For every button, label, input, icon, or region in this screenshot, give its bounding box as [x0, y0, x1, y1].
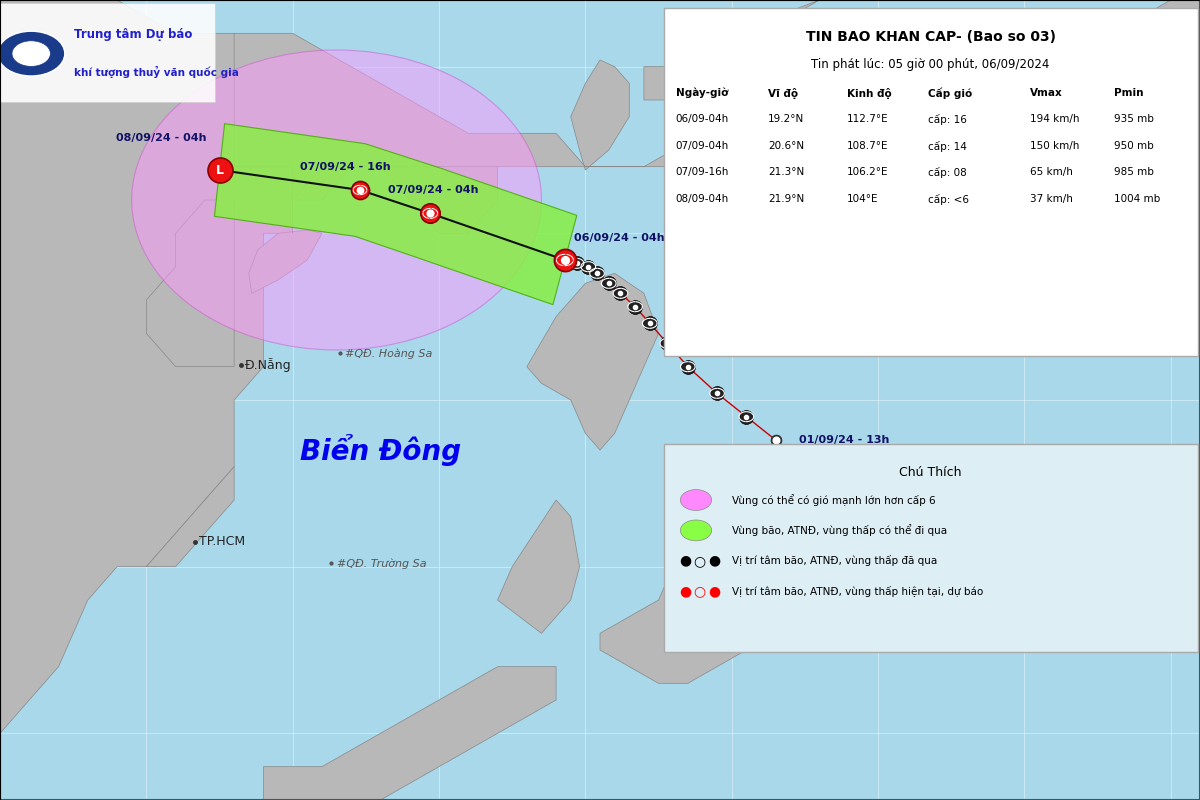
- Text: 07/09-16h: 07/09-16h: [676, 167, 728, 177]
- Text: L: L: [216, 163, 223, 177]
- Circle shape: [0, 31, 65, 76]
- Circle shape: [680, 520, 712, 541]
- Text: cấp: 08: cấp: 08: [928, 167, 966, 178]
- Text: 1004 mb: 1004 mb: [1114, 194, 1160, 203]
- Text: 37 km/h: 37 km/h: [1030, 194, 1073, 203]
- Polygon shape: [600, 550, 761, 683]
- Text: cấp: 14: cấp: 14: [928, 141, 966, 152]
- Text: Vùng có thể có gió mạnh lớn hơn cấp 6: Vùng có thể có gió mạnh lớn hơn cấp 6: [732, 494, 936, 506]
- Text: 07/09-04h: 07/09-04h: [676, 141, 728, 150]
- Text: 01/09/24 - 13h: 01/09/24 - 13h: [799, 435, 889, 445]
- Text: 150 km/h: 150 km/h: [1030, 141, 1079, 150]
- Polygon shape: [527, 274, 659, 450]
- Text: #QĐ. Trường Sa: #QĐ. Trường Sa: [336, 558, 426, 569]
- Text: Pmin: Pmin: [1114, 88, 1144, 98]
- Text: 935 mb: 935 mb: [1114, 114, 1153, 124]
- Text: 06/09/24 - 04h: 06/09/24 - 04h: [574, 234, 665, 243]
- Text: 950 mb: 950 mb: [1114, 141, 1153, 150]
- Text: Vị trí tâm bão, ATNĐ, vùng thấp hiện tại, dự báo: Vị trí tâm bão, ATNĐ, vùng thấp hiện tại…: [732, 586, 983, 597]
- Text: 985 mb: 985 mb: [1114, 167, 1153, 177]
- Text: 21.3°N: 21.3°N: [768, 167, 804, 177]
- Text: Vĩ độ: Vĩ độ: [768, 88, 798, 99]
- Polygon shape: [264, 666, 556, 800]
- Text: Vị trí tâm bão, ATNĐ, vùng thấp đã qua: Vị trí tâm bão, ATNĐ, vùng thấp đã qua: [732, 555, 937, 566]
- Text: 07/09/24 - 16h: 07/09/24 - 16h: [300, 162, 391, 172]
- Polygon shape: [702, 517, 746, 566]
- Text: 07/09/24 - 04h: 07/09/24 - 04h: [388, 185, 479, 195]
- Text: 108.7°E: 108.7°E: [847, 141, 889, 150]
- Text: 106.2°E: 106.2°E: [847, 167, 889, 177]
- Text: TIN BAO KHAN CAP- (Bao so 03): TIN BAO KHAN CAP- (Bao so 03): [805, 30, 1056, 43]
- Text: 65 km/h: 65 km/h: [1030, 167, 1073, 177]
- Ellipse shape: [132, 50, 541, 350]
- Polygon shape: [571, 60, 629, 170]
- Text: TP.HCM: TP.HCM: [199, 535, 245, 548]
- Text: Vmax: Vmax: [1030, 88, 1062, 98]
- Text: 21.9°N: 21.9°N: [768, 194, 804, 203]
- Text: 194 km/h: 194 km/h: [1030, 114, 1079, 124]
- FancyBboxPatch shape: [664, 444, 1198, 652]
- Text: ○: ○: [694, 584, 706, 598]
- Polygon shape: [644, 0, 1200, 100]
- Text: Vùng bão, ATNĐ, vùng thấp có thể đi qua: Vùng bão, ATNĐ, vùng thấp có thể đi qua: [732, 525, 947, 536]
- Text: ●: ●: [679, 584, 691, 598]
- Text: Biển Đông: Biển Đông: [300, 434, 461, 466]
- Text: khí tượng thuỷ văn quốc gia: khí tượng thuỷ văn quốc gia: [74, 66, 239, 78]
- Circle shape: [12, 41, 50, 66]
- Text: #QĐ. Hoàng Sa: #QĐ. Hoàng Sa: [346, 348, 433, 358]
- Polygon shape: [146, 466, 234, 566]
- Text: Cấp gió: Cấp gió: [928, 88, 972, 99]
- Text: Tin phát lúc: 05 giờ 00 phút, 06/09/2024: Tin phát lúc: 05 giờ 00 phút, 06/09/2024: [811, 58, 1050, 70]
- Text: 104°E: 104°E: [847, 194, 878, 203]
- Text: Đ.Nẵng: Đ.Nẵng: [245, 358, 292, 372]
- Polygon shape: [248, 230, 322, 294]
- Text: 06/09-04h: 06/09-04h: [676, 114, 728, 124]
- Text: ●: ●: [708, 584, 720, 598]
- Text: ○: ○: [694, 554, 706, 568]
- Polygon shape: [234, 0, 1200, 234]
- Text: ●: ●: [679, 554, 691, 568]
- Text: Trung tâm Dự báo: Trung tâm Dự báo: [74, 28, 193, 41]
- Polygon shape: [498, 500, 580, 634]
- Text: 19.2°N: 19.2°N: [768, 114, 804, 124]
- FancyBboxPatch shape: [0, 3, 215, 102]
- Text: Chú Thích: Chú Thích: [899, 466, 962, 478]
- Text: Kinh độ: Kinh độ: [847, 88, 892, 99]
- Polygon shape: [215, 124, 577, 305]
- Text: 08/09/24 - 04h: 08/09/24 - 04h: [115, 134, 206, 143]
- Circle shape: [680, 490, 712, 510]
- Text: cấp: <6: cấp: <6: [928, 194, 968, 205]
- FancyBboxPatch shape: [664, 8, 1198, 356]
- Text: ●: ●: [708, 554, 720, 568]
- Polygon shape: [146, 200, 234, 366]
- Text: Ngày-giờ: Ngày-giờ: [676, 88, 728, 98]
- Text: cấp: 16: cấp: 16: [928, 114, 966, 126]
- Text: 20.6°N: 20.6°N: [768, 141, 804, 150]
- Polygon shape: [0, 0, 498, 734]
- Text: 112.7°E: 112.7°E: [847, 114, 889, 124]
- Text: 08/09-04h: 08/09-04h: [676, 194, 728, 203]
